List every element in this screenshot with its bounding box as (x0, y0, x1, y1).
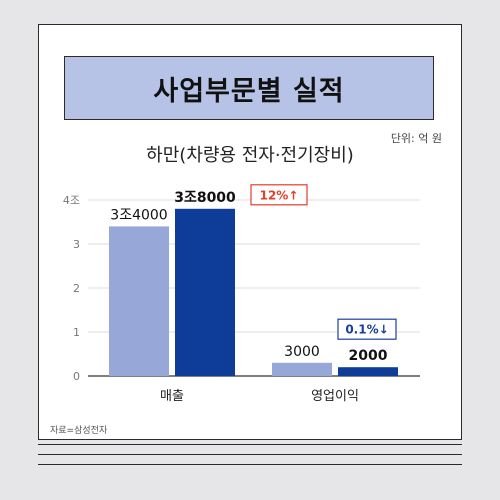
y-tick-label: 1 (73, 326, 80, 339)
source-note: 자료=삼성전자 (50, 426, 108, 436)
unit-note: 단위: 억 원 (390, 132, 442, 145)
change-badge-label: 0.1%↓ (345, 323, 388, 337)
y-tick-label: 3 (73, 238, 80, 251)
chart-title: 하만(차량용 전자·전기장비) (146, 145, 354, 166)
category-label: 영업이익 (311, 389, 359, 404)
change-badge (250, 184, 308, 206)
page-title: 사업부문별 실적 (64, 56, 434, 120)
bar (109, 226, 169, 376)
data-label: 3조4000 (110, 207, 167, 223)
change-badge (337, 318, 397, 340)
y-tick-label: 2 (73, 282, 80, 295)
bar (338, 367, 398, 376)
y-tick-label: 0 (73, 370, 80, 383)
bar (175, 208, 235, 376)
data-label: 2000 (349, 348, 388, 364)
paper-stack-line (38, 454, 462, 455)
bar (272, 362, 332, 376)
data-label: 3조8000 (174, 190, 236, 206)
data-label: 3000 (284, 344, 320, 360)
change-badge-label: 12%↑ (260, 188, 299, 202)
y-tick-label: 4조 (63, 194, 80, 207)
paper-stack-line (38, 444, 462, 445)
category-label: 매출 (160, 389, 184, 404)
paper-stack-line (38, 464, 462, 465)
